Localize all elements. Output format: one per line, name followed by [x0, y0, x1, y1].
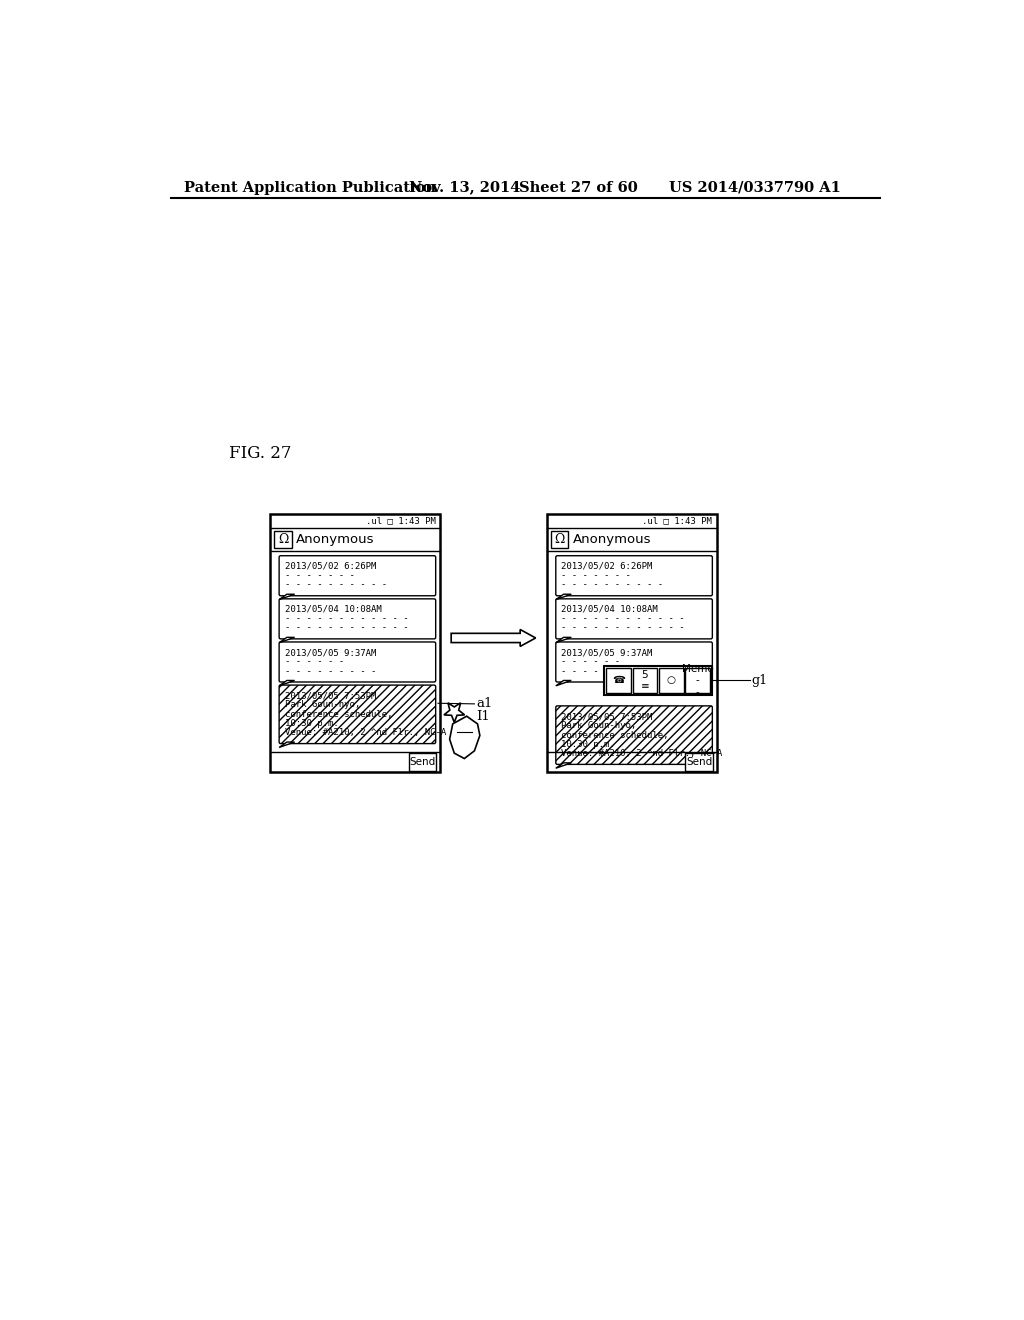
FancyBboxPatch shape [270, 515, 440, 772]
Text: - - - - - - -: - - - - - - - [285, 572, 354, 579]
Text: - - - - - - - - -: - - - - - - - - - [285, 667, 376, 676]
FancyBboxPatch shape [556, 556, 713, 595]
Text: ○: ○ [667, 676, 676, 685]
Text: 2013/05/02 6:26PM: 2013/05/02 6:26PM [561, 562, 652, 570]
Polygon shape [280, 594, 295, 599]
FancyBboxPatch shape [547, 515, 717, 772]
Text: .ul □ 1:43 PM: .ul □ 1:43 PM [366, 516, 435, 525]
Polygon shape [280, 681, 295, 686]
Text: 10:30 p.m.: 10:30 p.m. [285, 719, 338, 727]
Text: conference schedule,: conference schedule, [285, 710, 392, 718]
Text: - - - - - - - - - - - -: - - - - - - - - - - - - [561, 614, 685, 623]
FancyBboxPatch shape [551, 531, 568, 548]
Text: 2013/05/05 9:37AM: 2013/05/05 9:37AM [285, 648, 376, 657]
FancyBboxPatch shape [556, 599, 713, 639]
Polygon shape [556, 594, 571, 599]
Text: - - - - - - - - - - - -: - - - - - - - - - - - - [285, 614, 409, 623]
FancyBboxPatch shape [274, 531, 292, 548]
Text: Park Goun-hyo,: Park Goun-hyo, [561, 721, 637, 730]
Text: Anonymous: Anonymous [296, 533, 375, 546]
Text: Memo
-
-: Memo - - [682, 664, 714, 697]
FancyBboxPatch shape [606, 668, 631, 693]
FancyBboxPatch shape [280, 556, 435, 595]
Text: - - - - - - - - - - - -: - - - - - - - - - - - - [285, 623, 409, 632]
Text: conference schedule,: conference schedule, [561, 730, 669, 739]
FancyBboxPatch shape [556, 642, 713, 682]
Text: Park Goun-hyo,: Park Goun-hyo, [285, 701, 359, 709]
Text: - - - - - - - - - - - -: - - - - - - - - - - - - [561, 623, 685, 632]
Text: Nov. 13, 2014: Nov. 13, 2014 [409, 181, 520, 194]
FancyBboxPatch shape [280, 599, 435, 639]
Text: Sheet 27 of 60: Sheet 27 of 60 [519, 181, 638, 194]
Polygon shape [280, 638, 295, 643]
Text: Patent Application Publication: Patent Application Publication [183, 181, 436, 194]
Text: 10:30 p.m.: 10:30 p.m. [561, 739, 615, 748]
Text: Venue: #A210, 2 ^nd Flr., NC-A: Venue: #A210, 2 ^nd Flr., NC-A [561, 748, 723, 758]
Text: US 2014/0337790 A1: US 2014/0337790 A1 [669, 181, 841, 194]
Text: 2013/05/05 7:53PM: 2013/05/05 7:53PM [561, 711, 652, 721]
Text: 2013/05/04 10:08AM: 2013/05/04 10:08AM [285, 605, 381, 614]
FancyBboxPatch shape [658, 668, 684, 693]
FancyBboxPatch shape [556, 706, 713, 764]
Text: g1: g1 [752, 675, 768, 686]
Text: - - - - - - - - -: - - - - - - - - - [561, 667, 652, 676]
Polygon shape [452, 630, 536, 647]
Text: Ω: Ω [554, 533, 565, 546]
Text: Ω: Ω [278, 533, 288, 546]
Text: 2013/05/05 7:53PM: 2013/05/05 7:53PM [285, 692, 376, 700]
Text: - - - - - - -: - - - - - - - [561, 572, 631, 579]
Polygon shape [450, 717, 480, 759]
FancyBboxPatch shape [685, 752, 713, 771]
FancyBboxPatch shape [604, 665, 713, 696]
Text: Anonymous: Anonymous [572, 533, 651, 546]
Text: I1: I1 [476, 710, 489, 722]
Text: 2013/05/05 9:37AM: 2013/05/05 9:37AM [561, 648, 652, 657]
Text: Send: Send [686, 758, 713, 767]
Polygon shape [444, 702, 465, 722]
Text: - - - - - - - - - -: - - - - - - - - - - [561, 581, 664, 589]
Polygon shape [556, 638, 571, 643]
Text: FIG. 27: FIG. 27 [228, 445, 291, 462]
Text: a1: a1 [476, 697, 493, 710]
Text: Send: Send [410, 758, 435, 767]
Text: - - - - - -: - - - - - - [561, 657, 621, 667]
FancyBboxPatch shape [280, 642, 435, 682]
Text: 2013/05/04 10:08AM: 2013/05/04 10:08AM [561, 605, 658, 614]
FancyBboxPatch shape [633, 668, 657, 693]
Text: - - - - - - - - - -: - - - - - - - - - - [285, 581, 387, 589]
Text: .ul □ 1:43 PM: .ul □ 1:43 PM [642, 516, 713, 525]
Text: 5
≡: 5 ≡ [641, 669, 649, 692]
Text: - - - - - -: - - - - - - [285, 657, 344, 667]
Text: 2013/05/02 6:26PM: 2013/05/02 6:26PM [285, 562, 376, 570]
Polygon shape [280, 742, 295, 747]
Polygon shape [556, 681, 571, 686]
Polygon shape [556, 763, 571, 768]
FancyBboxPatch shape [280, 685, 435, 743]
Text: ☎: ☎ [612, 676, 625, 685]
Text: Venue: #A210, 2 ^nd Flr., NC-A: Venue: #A210, 2 ^nd Flr., NC-A [285, 729, 445, 737]
FancyBboxPatch shape [409, 752, 436, 771]
FancyBboxPatch shape [685, 668, 710, 693]
